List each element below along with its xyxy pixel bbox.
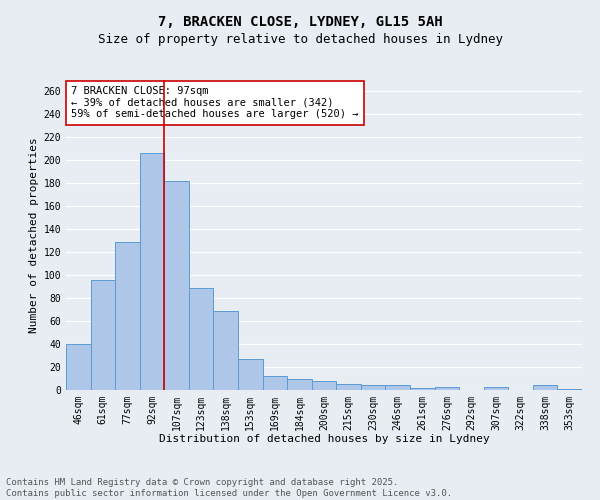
Bar — [115, 242, 140, 390]
X-axis label: Distribution of detached houses by size in Lydney: Distribution of detached houses by size … — [158, 434, 490, 444]
Y-axis label: Number of detached properties: Number of detached properties — [29, 137, 40, 333]
Bar — [484, 386, 508, 390]
Bar — [410, 388, 434, 390]
Bar — [140, 154, 164, 390]
Bar — [164, 181, 189, 390]
Bar — [287, 378, 312, 390]
Bar — [66, 344, 91, 390]
Bar — [189, 288, 214, 390]
Text: 7, BRACKEN CLOSE, LYDNEY, GL15 5AH: 7, BRACKEN CLOSE, LYDNEY, GL15 5AH — [158, 15, 442, 29]
Bar — [214, 311, 238, 390]
Bar — [557, 389, 582, 390]
Bar — [361, 386, 385, 390]
Bar — [336, 384, 361, 390]
Bar — [385, 386, 410, 390]
Bar — [238, 359, 263, 390]
Text: Contains HM Land Registry data © Crown copyright and database right 2025.
Contai: Contains HM Land Registry data © Crown c… — [6, 478, 452, 498]
Bar — [533, 386, 557, 390]
Bar — [434, 386, 459, 390]
Bar — [91, 280, 115, 390]
Text: 7 BRACKEN CLOSE: 97sqm
← 39% of detached houses are smaller (342)
59% of semi-de: 7 BRACKEN CLOSE: 97sqm ← 39% of detached… — [71, 86, 359, 120]
Text: Size of property relative to detached houses in Lydney: Size of property relative to detached ho… — [97, 32, 503, 46]
Bar — [263, 376, 287, 390]
Bar — [312, 381, 336, 390]
